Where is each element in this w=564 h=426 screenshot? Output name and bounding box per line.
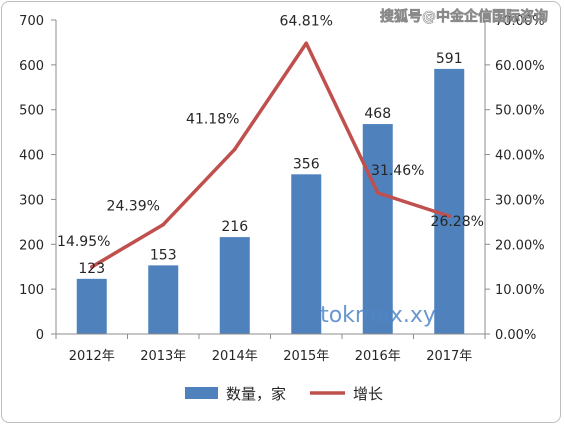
bar (219, 237, 250, 334)
legend-line-label: 增长 (353, 385, 383, 403)
bar-series (76, 68, 465, 334)
x-tick-label: 2015年 (283, 349, 329, 364)
line-series (89, 41, 452, 269)
line-point (304, 41, 309, 46)
line-point (232, 147, 237, 152)
left-tick-label: 500 (19, 104, 44, 119)
x-tick-label: 2017年 (426, 349, 472, 364)
right-tick-label: 10.00% (495, 283, 545, 298)
x-tick-label: 2014年 (212, 349, 258, 364)
bar-value-label: 591 (436, 51, 463, 67)
bar-value-label: 123 (78, 261, 105, 277)
right-tick-label: 0.00% (495, 328, 536, 343)
x-tick-label: 2012年 (69, 349, 115, 364)
left-axis-ticks: 0 100 200 300 400 500 600 700 (19, 14, 56, 343)
bar-value-label: 153 (150, 247, 177, 263)
line-value-label: 26.28% (431, 214, 484, 230)
right-tick-label: 20.00% (495, 238, 545, 253)
category-labels: 2012年 2013年 2014年 2015年 2016年 2017年 (55, 334, 486, 364)
left-tick-label: 700 (19, 14, 44, 29)
line-point (89, 265, 94, 269)
bar (362, 124, 393, 334)
watermark-center: tokmax.xy (320, 303, 436, 328)
bar (434, 68, 465, 334)
right-tick-label: 40.00% (495, 149, 545, 164)
legend-bar-swatch (185, 387, 218, 399)
line-point (161, 222, 166, 227)
left-tick-label: 100 (19, 283, 44, 298)
line-value-label: 41.18% (186, 111, 239, 127)
bar-value-label: 356 (293, 156, 320, 172)
line-value-label: 24.39% (107, 199, 160, 215)
x-tick-label: 2016年 (355, 349, 401, 364)
left-tick-label: 0 (36, 328, 44, 343)
left-tick-label: 300 (19, 193, 44, 208)
bar (148, 265, 179, 334)
right-tick-label: 60.00% (495, 59, 545, 74)
legend-bar-label: 数量，家 (226, 385, 286, 403)
right-tick-label: 70.00% (495, 14, 545, 29)
right-axis-ticks: 0.00% 10.00% 20.00% 30.00% 40.00% 50.00% 60.00… (485, 14, 545, 343)
x-tick-label: 2013年 (140, 349, 186, 364)
bar-data-labels: 123 153 216 356 468 591 (78, 51, 462, 277)
left-tick-label: 200 (19, 238, 44, 253)
line-point (375, 191, 380, 195)
legend: 数量，家 增长 (185, 385, 383, 403)
line-point (447, 214, 452, 218)
bar-value-label: 216 (221, 219, 248, 235)
left-tick-label: 600 (19, 59, 44, 74)
line-data-labels: 14.95% 24.39% 41.18% 64.81% 31.46% 26.28% (57, 13, 484, 250)
right-tick-label: 50.00% (495, 104, 545, 119)
watermark-top-right: 搜狐号@中金企信国际咨询 (380, 8, 548, 25)
bar (291, 174, 322, 334)
bar-value-label: 468 (364, 106, 391, 122)
bar (76, 278, 107, 334)
left-tick-label: 400 (19, 149, 44, 164)
line-value-label: 14.95% (57, 234, 110, 250)
line-value-label: 31.46% (371, 163, 424, 179)
right-tick-label: 30.00% (495, 193, 545, 208)
line-value-label: 64.81% (280, 13, 333, 29)
growth-line (90, 41, 451, 269)
